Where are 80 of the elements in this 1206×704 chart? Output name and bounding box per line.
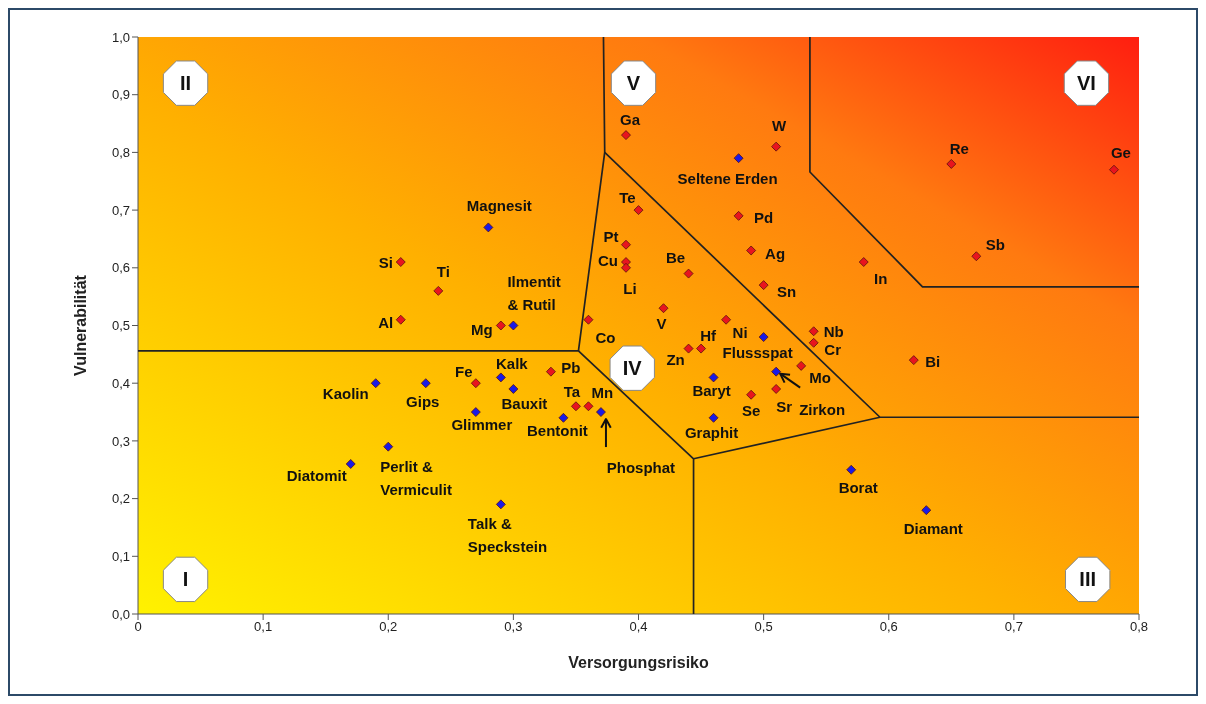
annotation: In: [874, 269, 888, 287]
x-tick-label: 0,7: [1004, 619, 1023, 635]
annotation: Ga: [619, 110, 641, 128]
annotation: Diamant: [903, 519, 963, 537]
annotation: Sr: [776, 398, 793, 416]
annotation: Bentonit: [527, 422, 588, 440]
annotation: Bauxit: [501, 395, 548, 413]
annotation: Mo: [809, 369, 831, 387]
x-tick-label: 0,3: [504, 619, 523, 635]
y-tick-label: 0,4: [111, 375, 130, 391]
annotation: Te: [619, 188, 636, 206]
y-tick-label: 0,8: [111, 145, 130, 161]
annotation: I: [182, 568, 189, 591]
annotation: IV: [622, 357, 643, 380]
annotation: Ge: [1110, 144, 1131, 162]
y-tick-label: 0,7: [111, 202, 130, 218]
annotation: Ta: [563, 382, 581, 400]
annotation: Nb: [823, 322, 844, 340]
y-tick-label: 0,0: [111, 606, 130, 622]
annotation: Cr: [824, 341, 842, 359]
y-axis-title: Vulnerabilität: [71, 274, 89, 376]
annotation: Pt: [603, 228, 619, 246]
annotation: Li: [623, 280, 637, 298]
annotation: Graphit: [684, 424, 739, 442]
annotation: Mn: [591, 383, 614, 401]
annotation: V: [626, 72, 641, 95]
annotation: Flussspat: [722, 343, 793, 361]
annotation: Cu: [597, 251, 618, 269]
annotation: Co: [595, 329, 616, 347]
annotation: Ilmentit & Rutil: [507, 273, 561, 313]
annotation: Diatomit: [286, 467, 347, 485]
annotation: Glimmer: [451, 415, 513, 433]
annotation: Mg: [471, 321, 493, 338]
x-tick-label: 0: [134, 619, 142, 635]
y-tick-label: 0,5: [111, 318, 130, 334]
annotation: W: [772, 117, 788, 135]
annotation: Be: [665, 249, 686, 267]
annotation: Seltene Erden: [677, 169, 778, 187]
annotation: Sn: [777, 282, 797, 300]
annotation: Kalk: [496, 354, 529, 372]
annotation: Re: [949, 140, 969, 158]
annotation: II: [179, 72, 192, 95]
annotation: VI: [1076, 72, 1096, 95]
annotation: Talk & Speckstein: [467, 514, 548, 555]
annotation: Pd: [754, 209, 774, 227]
annotation: Ni: [732, 324, 748, 342]
y-tick-label: 1,0: [111, 29, 130, 45]
annotation: Perlit & Vermiculit: [380, 458, 452, 499]
x-tick-label: 0,8: [1129, 619, 1149, 635]
x-tick-label: 0,5: [754, 619, 773, 635]
x-tick-label: 0,6: [879, 619, 898, 635]
y-tick-label: 0,9: [111, 87, 130, 103]
annotation: Magnesit: [466, 196, 532, 214]
x-tick-label: 0,1: [254, 619, 273, 635]
annotation: Ti: [436, 263, 450, 281]
annotation: Fe: [455, 362, 473, 380]
annotation: Si: [378, 253, 393, 271]
x-tick-label: 0,4: [629, 619, 648, 635]
y-tick-label: 0,6: [111, 260, 130, 276]
y-tick-label: 0,3: [111, 433, 130, 449]
annotation: Borat: [838, 479, 878, 497]
y-tick-label: 0,2: [111, 491, 130, 507]
annotation: Ag: [765, 244, 786, 262]
annotation: Zirkon: [799, 401, 846, 419]
annotation: III: [1079, 568, 1097, 591]
annotation: Kaolin: [322, 384, 369, 402]
annotation: Gips: [406, 392, 440, 410]
annotation: Se: [741, 402, 761, 420]
annotation: Al: [378, 314, 394, 332]
x-axis-title: Versorgungsrisiko: [568, 654, 709, 671]
annotation: Pb: [561, 359, 581, 377]
annotation: Zn: [666, 351, 685, 369]
annotation: Bi: [925, 352, 941, 370]
x-tick-label: 0,2: [379, 619, 398, 635]
annotation: V: [656, 314, 667, 332]
annotation: Sb: [985, 235, 1005, 253]
annotation: Phosphat: [606, 458, 676, 476]
annotation: Baryt: [692, 381, 731, 399]
annotation: Hf: [700, 327, 717, 345]
y-tick-label: 0,1: [111, 548, 130, 564]
